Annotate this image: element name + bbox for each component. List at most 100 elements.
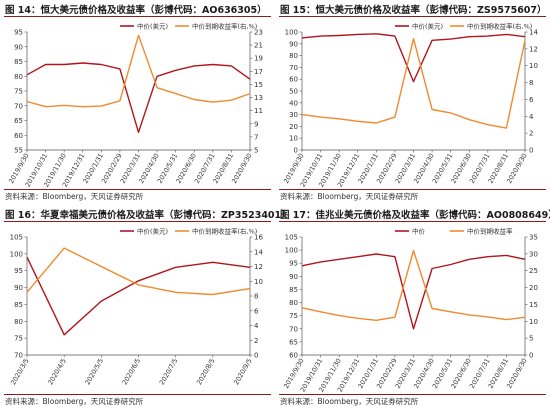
- source-divider: [279, 189, 546, 190]
- yield-series-line: [26, 247, 251, 296]
- right-tick-label: 8: [529, 79, 533, 87]
- source-note: 资料来源：Bloomberg，天风证券研究所: [5, 397, 144, 406]
- right-tick-label: 30: [529, 250, 538, 258]
- right-tick-label: 13: [254, 94, 263, 102]
- left-tick-label: 70: [289, 64, 298, 72]
- left-tick-label: 80: [289, 299, 298, 307]
- left-tick-label: 65: [14, 117, 23, 125]
- legend-label: 中价(美元): [412, 21, 443, 30]
- right-tick-label: 19: [254, 55, 263, 63]
- left-tick-label: 70: [14, 102, 23, 110]
- source-note: 资料来源：Bloomberg，天风证券研究所: [5, 192, 144, 201]
- right-tick-label: 9: [254, 120, 258, 128]
- right-tick-label: 20: [529, 284, 538, 292]
- legend-label: 中价(美元): [137, 21, 168, 30]
- left-tick-label: 80: [14, 318, 23, 326]
- left-tick-label: 90: [289, 273, 298, 281]
- panel-title: 图 14：恒大美元债价格及收益率（彭博代码：AO636305）: [5, 5, 267, 16]
- left-tick-label: 20: [289, 123, 298, 131]
- title-divider: [279, 16, 546, 17]
- right-tick-label: 0: [529, 352, 533, 360]
- price-yield-chart: 556065707580859095579111315171921232019/…: [7, 21, 263, 188]
- price-yield-chart: 0102030405060708090100024681012142019/9/…: [282, 21, 538, 188]
- x-tick-label: 2020/4/5: [46, 357, 68, 386]
- right-tick-label: 6: [254, 307, 259, 315]
- title-divider: [4, 221, 271, 222]
- left-tick-label: 65: [289, 338, 298, 346]
- left-tick-label: 70: [14, 352, 23, 360]
- right-tick-label: 4: [529, 113, 534, 121]
- left-tick-label: 30: [289, 111, 298, 119]
- right-tick-label: 10: [529, 62, 538, 70]
- right-tick-label: 23: [254, 29, 263, 37]
- source-divider: [4, 189, 271, 190]
- right-tick-label: 15: [529, 301, 538, 309]
- price-series-line: [301, 253, 526, 330]
- x-tick-label: 2020/5/5: [84, 357, 106, 386]
- left-tick-label: 90: [14, 284, 23, 292]
- left-tick-label: 100: [285, 29, 298, 37]
- left-tick-label: 75: [289, 312, 298, 320]
- right-tick-label: 8: [254, 293, 258, 301]
- right-tick-label: 14: [529, 29, 538, 37]
- left-tick-label: 70: [289, 325, 298, 333]
- right-tick-label: 15: [254, 81, 263, 89]
- panel-title: 图 16：华夏幸福美元债价格及收益率（彭博代码：ZP3523401）: [5, 210, 291, 221]
- right-tick-label: 6: [529, 96, 534, 104]
- x-tick-label: 2020/3/5: [9, 357, 31, 386]
- left-tick-label: 105: [10, 234, 23, 242]
- right-tick-label: 16: [254, 234, 263, 242]
- right-tick-label: 2: [254, 337, 258, 345]
- panel-kaisa-ao0808649: 图 17：佳兆业美元债价格及收益率（彭博代码：AO0808649） 60 65 70…: [275, 205, 550, 410]
- x-tick-label: 2020/8/5: [195, 357, 217, 386]
- left-tick-label: 85: [14, 58, 23, 66]
- source-divider: [4, 394, 271, 395]
- source-divider: [279, 394, 546, 395]
- right-tick-label: 5: [529, 335, 533, 343]
- legend-label: 中价到期收益率(右,%): [192, 21, 257, 30]
- right-tick-label: 10: [529, 318, 538, 326]
- right-tick-label: 12: [254, 263, 263, 271]
- right-tick-label: 4: [254, 322, 259, 330]
- source-note: 资料来源：Bloomberg，天风证券研究所: [280, 192, 419, 201]
- yield-series-line: [301, 249, 526, 322]
- yield-series-line: [301, 38, 526, 129]
- left-tick-label: 90: [289, 40, 298, 48]
- right-tick-label: 35: [529, 234, 538, 242]
- price-yield-chart: 6065707580859095100105051015202530352019…: [282, 226, 538, 393]
- left-tick-label: 85: [289, 286, 298, 294]
- panel-title: 图 17：佳兆业美元债价格及收益率（彭博代码：AO0808649）: [280, 210, 550, 221]
- left-tick-label: 80: [289, 52, 298, 60]
- left-tick-label: 55: [14, 147, 23, 155]
- x-tick-label: 2020/6/5: [121, 357, 143, 386]
- right-tick-label: 12: [529, 45, 538, 53]
- panel-hengda-zs9575607: 图 15：恒大美元债价格及收益率（彭博代码：ZS9575607） 0 10 20 30…: [275, 0, 550, 205]
- right-tick-label: 0: [254, 352, 258, 360]
- panel-title: 图 15：恒大美元债价格及收益率（彭博代码：ZS9575607）: [280, 5, 547, 16]
- left-tick-label: 100: [10, 250, 23, 258]
- left-tick-label: 60: [289, 76, 298, 84]
- legend-label: 中价到期收益率: [467, 226, 513, 235]
- right-tick-label: 2: [529, 130, 533, 138]
- left-tick-label: 80: [14, 73, 23, 81]
- left-tick-label: 75: [14, 88, 23, 96]
- price-series-line: [26, 256, 251, 336]
- left-tick-label: 100: [285, 247, 298, 255]
- source-note: 资料来源：Bloomberg，天风证券研究所: [280, 397, 419, 406]
- left-tick-label: 105: [285, 234, 298, 242]
- left-tick-label: 90: [14, 43, 23, 51]
- title-divider: [4, 16, 271, 17]
- yield-series-line: [26, 34, 251, 108]
- left-tick-label: 95: [14, 29, 23, 37]
- price-series-line: [26, 62, 251, 134]
- right-tick-label: 0: [529, 147, 533, 155]
- right-tick-label: 21: [254, 42, 263, 50]
- right-tick-label: 10: [254, 278, 263, 286]
- legend-label: 中价到期收益率(右,%): [467, 21, 532, 30]
- legend-label: 中价(美元): [137, 226, 168, 235]
- left-tick-label: 60: [289, 352, 298, 360]
- price-series-line: [301, 33, 526, 83]
- right-tick-label: 11: [254, 107, 263, 115]
- left-tick-label: 75: [14, 335, 23, 343]
- left-tick-label: 95: [289, 260, 298, 268]
